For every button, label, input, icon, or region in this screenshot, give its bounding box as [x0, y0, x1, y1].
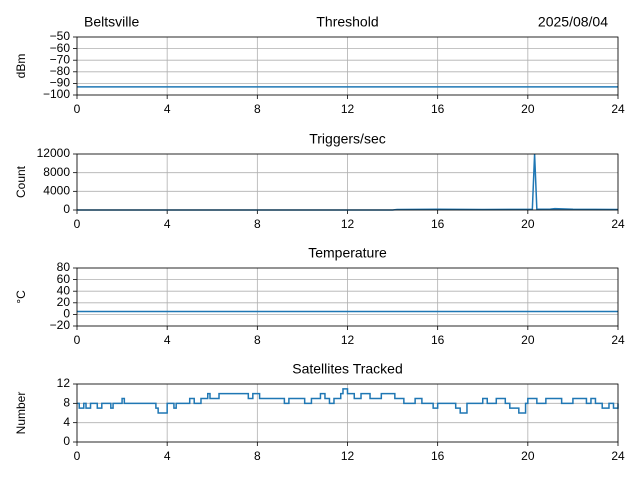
- title-left: Beltsville: [84, 14, 139, 30]
- y-axis-label: dBm: [14, 54, 28, 79]
- x-tick-label: 8: [254, 217, 261, 231]
- data-line: [77, 388, 619, 414]
- y-tick-label: 0: [63, 202, 70, 216]
- y-tick-label: 20: [57, 295, 71, 309]
- axes-frame: [76, 383, 619, 443]
- x-tick-label: 0: [74, 217, 81, 231]
- x-tick-label: 24: [611, 333, 625, 347]
- x-tick-label: 24: [611, 449, 625, 463]
- y-tick-label: 12000: [37, 146, 71, 160]
- subplot-title: Satellites Tracked: [292, 361, 403, 377]
- y-tick-label: 8: [63, 396, 70, 410]
- x-tick-label: 16: [431, 449, 445, 463]
- x-tick-label: 4: [164, 217, 171, 231]
- x-tick-label: 20: [521, 217, 535, 231]
- x-tick-label: 12: [341, 102, 355, 116]
- x-tick-label: 0: [74, 449, 81, 463]
- x-tick-label: 20: [521, 333, 535, 347]
- x-tick-label: 16: [431, 217, 445, 231]
- x-tick-label: 12: [341, 217, 355, 231]
- y-tick-label: 12: [57, 376, 71, 390]
- y-tick-label: 0: [63, 307, 70, 321]
- x-tick-label: 8: [254, 102, 261, 116]
- x-tick-label: 0: [74, 333, 81, 347]
- y-tick-label: −80: [50, 64, 71, 78]
- y-tick-label: 80: [57, 260, 71, 274]
- y-tick-label: 4000: [43, 184, 70, 198]
- y-tick-label: −60: [50, 41, 71, 55]
- x-tick-label: 4: [164, 102, 171, 116]
- y-tick-label: 60: [57, 272, 71, 286]
- y-tick-label: 4: [63, 415, 70, 429]
- y-tick-label: 40: [57, 283, 71, 297]
- y-tick-label: −90: [50, 76, 71, 90]
- y-axis-label: Number: [14, 392, 28, 435]
- x-tick-label: 16: [431, 102, 445, 116]
- y-tick-label: 8000: [43, 165, 70, 179]
- title-right: 2025/08/04: [538, 14, 608, 30]
- x-tick-label: 8: [254, 333, 261, 347]
- x-tick-label: 20: [521, 449, 535, 463]
- axes-frame: [76, 153, 619, 211]
- x-tick-label: 12: [341, 449, 355, 463]
- subplot-title: Threshold: [316, 14, 378, 30]
- x-tick-label: 20: [521, 102, 535, 116]
- y-tick-label: −20: [50, 318, 71, 332]
- x-tick-label: 4: [164, 333, 171, 347]
- x-tick-label: 12: [341, 333, 355, 347]
- y-tick-label: 0: [63, 434, 70, 448]
- y-tick-label: −50: [50, 29, 71, 43]
- x-tick-label: 24: [611, 217, 625, 231]
- axes-frame: [76, 36, 619, 96]
- x-tick-label: 8: [254, 449, 261, 463]
- x-tick-label: 24: [611, 102, 625, 116]
- subplot-title: Temperature: [308, 245, 387, 261]
- y-axis-label: °C: [14, 290, 28, 304]
- axes-frame: [76, 267, 619, 327]
- y-tick-label: −70: [50, 52, 71, 66]
- x-tick-label: 0: [74, 102, 81, 116]
- y-axis-label: Count: [14, 165, 28, 198]
- x-tick-label: 16: [431, 333, 445, 347]
- y-tick-label: −100: [43, 87, 70, 101]
- subplot-title: Triggers/sec: [309, 131, 386, 147]
- x-tick-label: 4: [164, 449, 171, 463]
